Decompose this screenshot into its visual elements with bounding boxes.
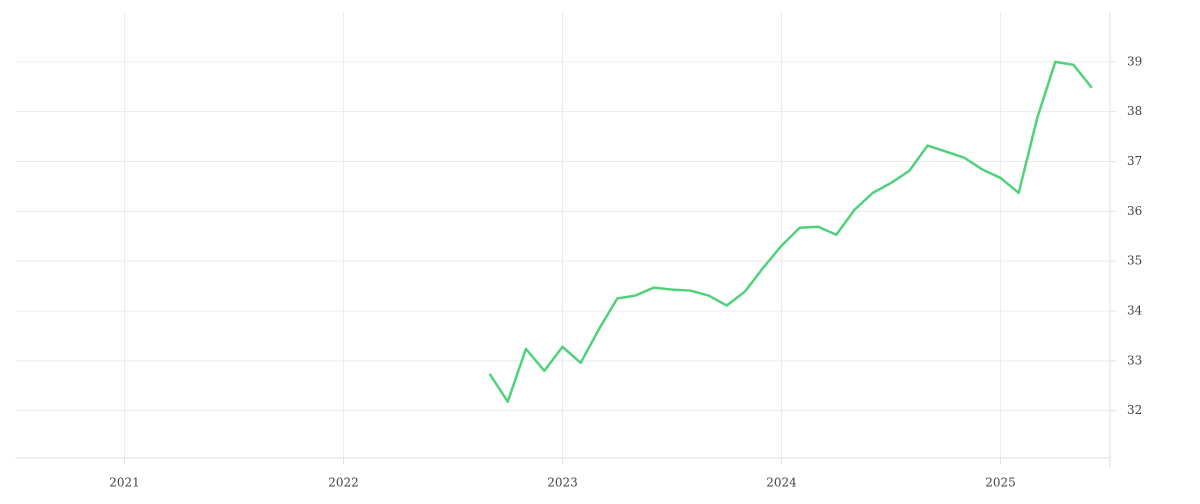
y-tick-label: 36 xyxy=(1127,204,1142,218)
x-tick-label: 2024 xyxy=(766,476,797,490)
x-tick-label: 2025 xyxy=(985,476,1016,490)
line xyxy=(488,60,1093,403)
y-tick-label: 39 xyxy=(1127,54,1142,68)
y-tick-label: 34 xyxy=(1127,303,1143,317)
x-tick-label: 2023 xyxy=(547,476,578,490)
y-tick-label: 37 xyxy=(1127,154,1142,168)
y-tick-label: 32 xyxy=(1127,403,1142,417)
y-tick-label: 33 xyxy=(1127,353,1142,367)
y-tick-label: 38 xyxy=(1127,104,1142,118)
x-tick-label: 2022 xyxy=(328,476,359,490)
y-tick-label: 35 xyxy=(1127,254,1142,268)
x-tick-label: 2021 xyxy=(109,476,140,490)
